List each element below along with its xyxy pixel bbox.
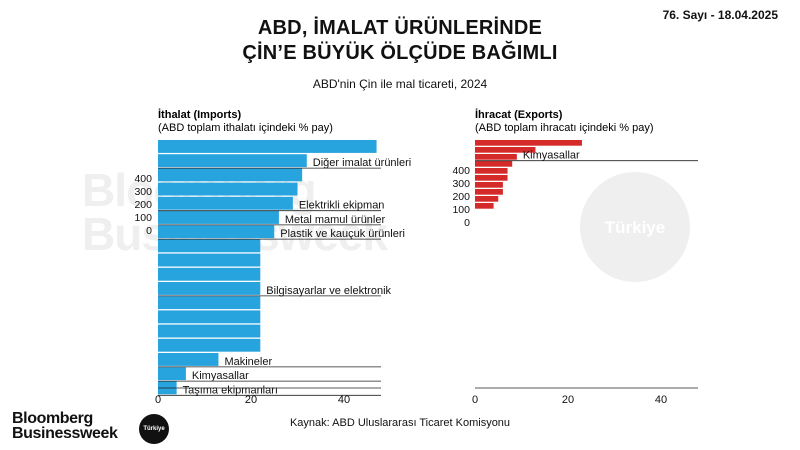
exports-scale-label: 300 <box>452 178 470 190</box>
exports-bar <box>475 154 517 160</box>
exports-panel-title: İhracat (Exports) <box>475 108 563 121</box>
exports-scale-label: 0 <box>464 217 470 229</box>
imports-category-label: Bilgisayarlar ve elektronik <box>266 285 391 297</box>
imports-x-tick-label: 0 <box>155 394 161 406</box>
imports-bar <box>158 225 275 239</box>
exports-bar <box>475 175 508 181</box>
imports-category-label: Elektrikli ekipman <box>299 200 385 212</box>
exports-scale-label: 200 <box>452 191 470 203</box>
page-title: ABD, İMALAT ÜRÜNLERİNDE ÇİN’E BÜYÜK ÖLÇÜ… <box>0 16 800 66</box>
exports-panel: İhracat (Exports)(ABD toplam ihracatı iç… <box>452 108 698 406</box>
exports-x-tick-label: 20 <box>562 394 574 406</box>
imports-bar <box>158 367 186 381</box>
imports-scale-label: 300 <box>134 186 152 198</box>
imports-category-label: Makineler <box>224 356 272 368</box>
exports-category-label: Kimyasallar <box>523 150 580 162</box>
exports-x-tick-label: 40 <box>655 394 667 406</box>
imports-bar <box>158 140 377 153</box>
logo-line-1: Bloomberg <box>12 410 93 427</box>
imports-panel-title: İthalat (Imports) <box>158 108 241 121</box>
exports-bar <box>475 140 582 146</box>
exports-panel-subtitle: (ABD toplam ihracatı içindeki % pay) <box>475 122 654 134</box>
imports-bar <box>158 154 307 168</box>
title-line-1: ABD, İMALAT ÜRÜNLERİNDE <box>257 17 543 39</box>
exports-bar <box>475 168 508 174</box>
imports-category-label: Taşıma ekipmanları <box>183 384 278 396</box>
imports-bar <box>158 239 261 253</box>
imports-scale-label: 200 <box>134 199 152 211</box>
imports-category-label: Kimyasallar <box>192 370 249 382</box>
exports-bar <box>475 189 503 195</box>
imports-bar <box>158 310 261 324</box>
imports-bar <box>158 211 279 224</box>
title-line-2: ÇİN’E BÜYÜK ÖLÇÜDE BAĞIMLI <box>242 42 558 64</box>
exports-scale-label: 100 <box>452 204 470 216</box>
imports-scale-label: 100 <box>134 212 152 224</box>
imports-scale-label: 0 <box>146 225 152 237</box>
exports-bar <box>475 182 503 188</box>
watermark-badge-text: Türkiye <box>604 218 666 237</box>
imports-x-tick-label: 40 <box>338 394 350 406</box>
imports-bar <box>158 324 261 338</box>
imports-bar <box>158 353 219 366</box>
imports-bar <box>158 338 261 352</box>
chart-subtitle: ABD'nin Çin ile mal ticareti, 2024 <box>312 77 488 91</box>
exports-bar <box>475 147 536 153</box>
imports-category-label: Diğer imalat ürünleri <box>313 157 411 169</box>
imports-bar <box>158 182 298 196</box>
exports-x-tick-label: 0 <box>472 394 478 406</box>
source-note: Kaynak: ABD Uluslararası Ticaret Komisyo… <box>289 417 511 429</box>
imports-bar <box>158 196 293 210</box>
logo-badge: Türkiye <box>139 414 169 444</box>
logo: Bloomberg Businessweek <box>12 410 118 442</box>
imports-bar <box>158 253 261 267</box>
exports-bar <box>475 161 513 167</box>
exports-bar <box>475 203 494 209</box>
imports-bar <box>158 282 261 295</box>
imports-panel: İthalat (Imports)(ABD toplam ithalatı iç… <box>134 108 411 406</box>
imports-panel-subtitle: (ABD toplam ithalatı içindeki % pay) <box>158 122 333 134</box>
logo-line-2: Businessweek <box>12 425 118 442</box>
imports-bar <box>158 168 303 182</box>
imports-category-label: Metal mamul ürünler <box>285 214 386 226</box>
imports-bar <box>158 267 261 281</box>
issue-date: 76. Sayı - 18.04.2025 <box>662 8 778 22</box>
imports-scale-label: 400 <box>134 173 152 185</box>
exports-scale-label: 400 <box>452 165 470 177</box>
watermark-circle <box>580 172 690 282</box>
imports-x-tick-label: 20 <box>245 394 257 406</box>
exports-bar <box>475 196 499 202</box>
imports-category-label: Plastik ve kauçuk ürünleri <box>280 228 405 240</box>
imports-bar <box>158 296 261 310</box>
